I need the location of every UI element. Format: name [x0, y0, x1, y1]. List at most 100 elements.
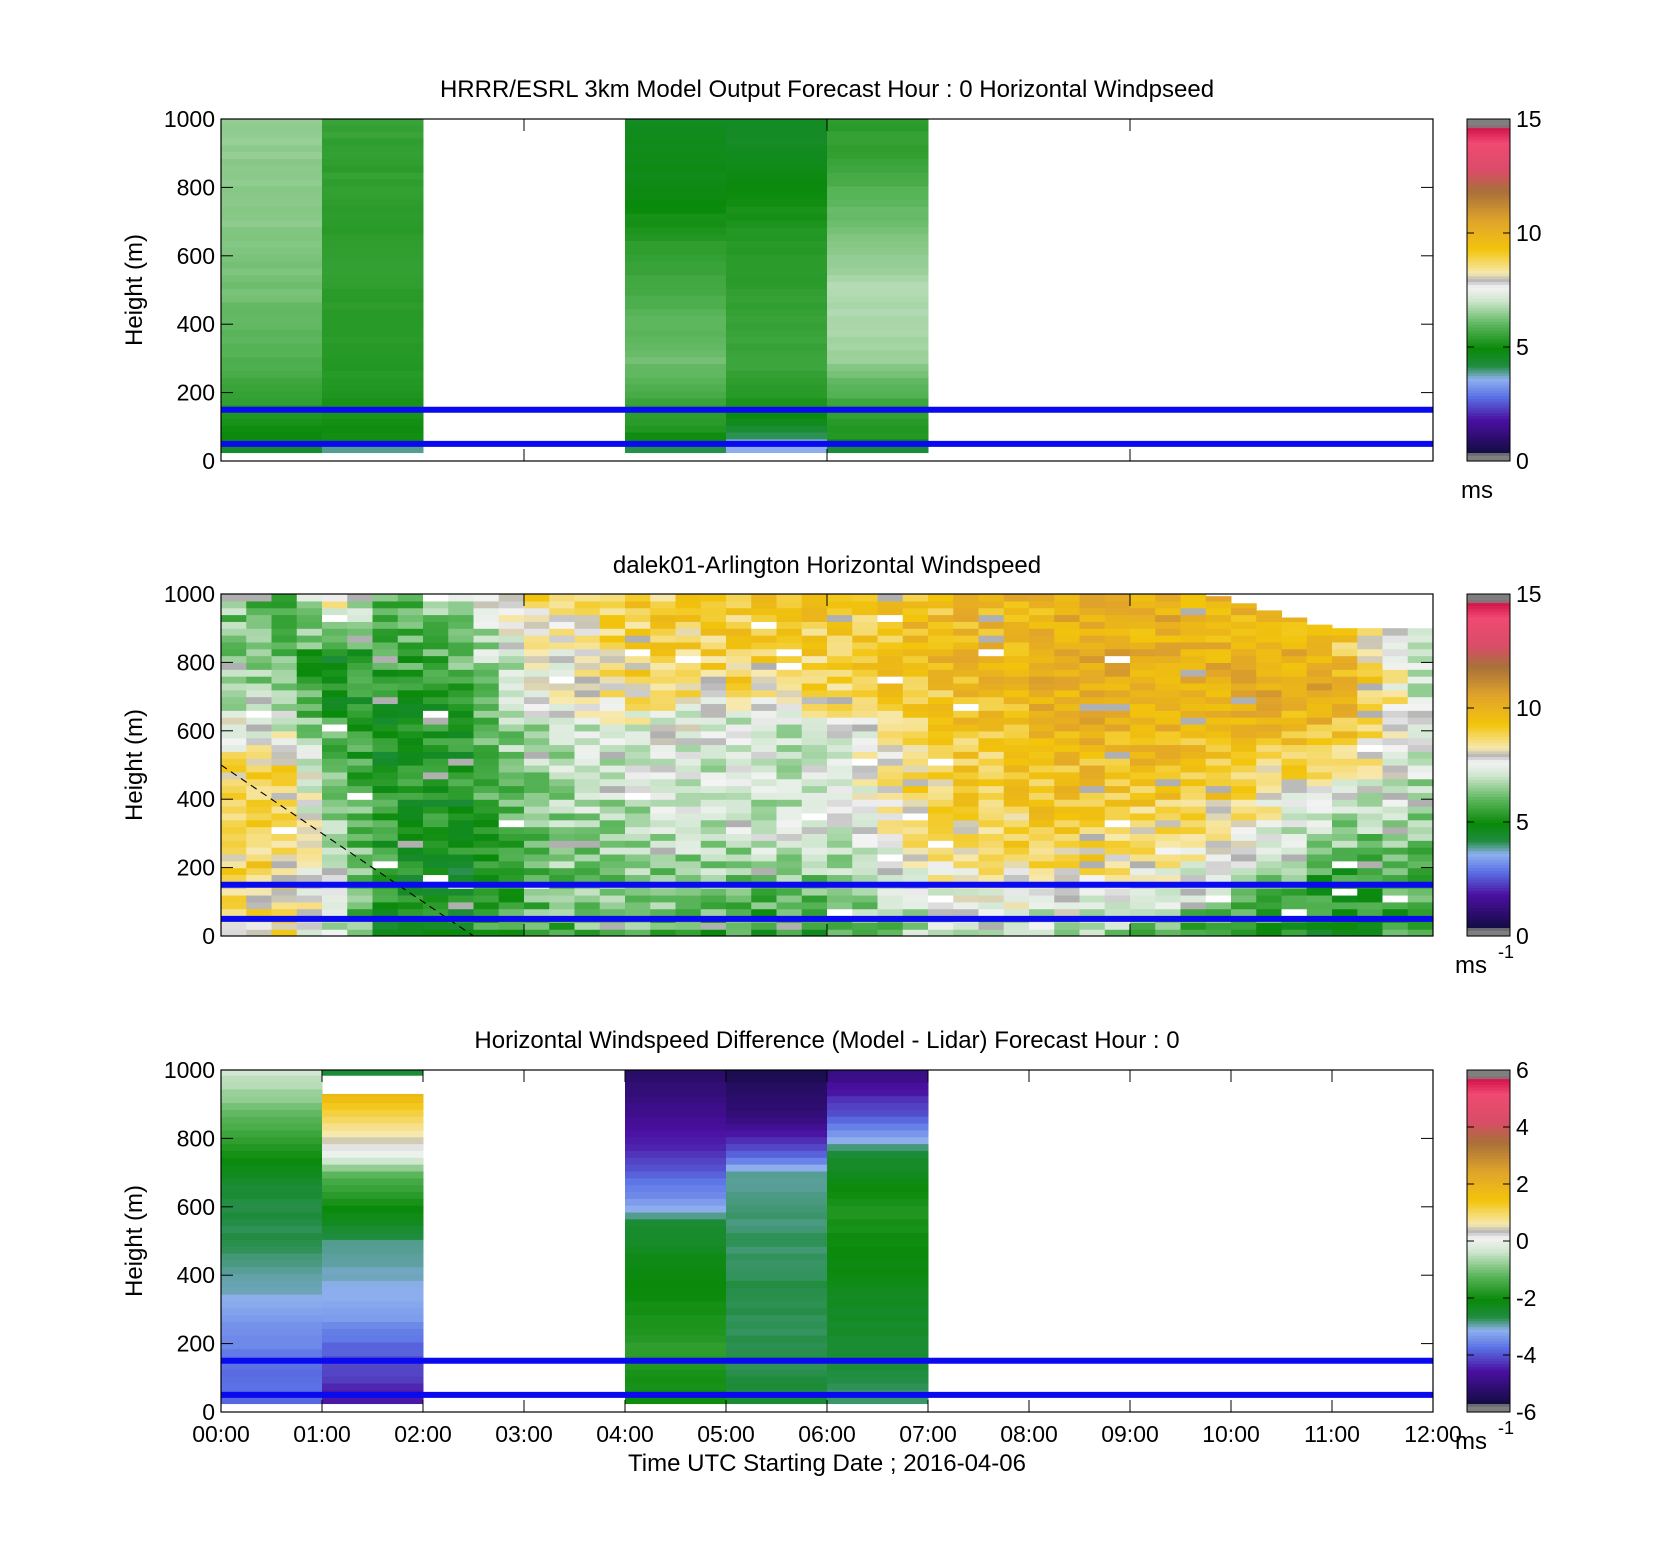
heatmap-cell: [1054, 792, 1080, 800]
heatmap-cell: [347, 730, 373, 739]
heatmap-cell: [675, 676, 702, 684]
colorbar-band: [1467, 272, 1510, 277]
heatmap-cell: [221, 1239, 323, 1247]
heatmap-cell: [549, 703, 575, 711]
colorbar-band: [1467, 1104, 1510, 1108]
heatmap-cell: [953, 826, 979, 834]
heatmap-cell: [549, 696, 575, 705]
heatmap-cell: [726, 635, 752, 643]
heatmap-cell: [1155, 819, 1181, 828]
heatmap-cell: [1029, 833, 1055, 841]
heatmap-cell: [1256, 682, 1282, 691]
heatmap-cell: [827, 1266, 929, 1275]
heatmap-cell: [700, 669, 727, 677]
heatmap-cell: [221, 124, 323, 132]
heatmap-cell: [524, 710, 550, 718]
heatmap-cell: [1054, 908, 1080, 917]
heatmap-cell: [827, 329, 929, 337]
heatmap-cell: [625, 267, 727, 276]
heatmap-cell: [524, 628, 550, 636]
heatmap-cell: [1029, 894, 1055, 903]
colorbar-band: [1467, 1409, 1510, 1413]
heatmap-cell: [675, 703, 702, 711]
heatmap-cell: [650, 621, 676, 629]
heatmap-cell: [1231, 689, 1257, 698]
colorbar-band: [1467, 161, 1510, 166]
heatmap-cell: [827, 178, 929, 187]
heatmap-cell: [827, 874, 853, 882]
heatmap-cell: [1155, 717, 1181, 725]
heatmap-cell: [625, 867, 651, 876]
heatmap-cell: [423, 723, 449, 732]
heatmap-cell: [852, 860, 878, 869]
heatmap-cell: [726, 137, 828, 146]
colorbar-band: [1467, 344, 1510, 348]
heatmap-cell: [322, 1232, 424, 1240]
heatmap-cell: [221, 812, 247, 821]
heatmap-cell: [1256, 860, 1282, 869]
heatmap-cell: [246, 922, 272, 930]
colorbar-band: [1467, 381, 1510, 385]
heatmap-cell: [1155, 901, 1181, 910]
heatmap-cell: [625, 1348, 727, 1357]
heatmap-cell: [1155, 594, 1181, 602]
heatmap-cell: [902, 771, 929, 780]
heatmap-cell: [625, 301, 727, 310]
heatmap-cell: [776, 901, 803, 910]
heatmap-cell: [1003, 723, 1030, 732]
heatmap-cell: [625, 363, 727, 371]
reference-lines: [221, 881, 1433, 922]
colorbar-band: [1467, 824, 1510, 829]
heatmap-cell: [1155, 826, 1181, 834]
heatmap-cell: [1079, 929, 1106, 936]
heatmap-cell: [473, 607, 500, 616]
heatmap-cell: [246, 833, 272, 841]
heatmap-cell: [650, 888, 676, 896]
heatmap-cell: [1357, 806, 1383, 814]
heatmap-cell: [1281, 840, 1308, 848]
heatmap-cell: [751, 600, 777, 609]
heatmap-cell: [877, 806, 904, 814]
heatmap-cell: [221, 418, 323, 426]
heatmap-cell: [1332, 929, 1358, 936]
heatmap-cell: [1079, 785, 1106, 793]
heatmap-cell: [372, 648, 399, 657]
heatmap-cell: [675, 847, 702, 855]
heatmap-cell: [524, 703, 550, 711]
heatmap-cell: [322, 901, 348, 910]
heatmap-cell: [271, 641, 298, 650]
heatmap-cell: [423, 867, 449, 876]
colorbar-band: [1467, 608, 1510, 612]
heatmap-cell: [1054, 689, 1080, 698]
colorbar-band: [1467, 227, 1510, 231]
colorbar-band: [1467, 366, 1510, 371]
heatmap-cell: [625, 744, 651, 752]
heatmap-cell: [1130, 689, 1156, 698]
heatmap-cell: [726, 1205, 828, 1213]
heatmap-cell: [246, 614, 272, 622]
heatmap-cell: [221, 908, 247, 917]
colorbar-band: [1467, 401, 1510, 405]
heatmap-cell: [928, 607, 954, 616]
heatmap-cell: [1231, 785, 1257, 793]
colorbar-band: [1467, 856, 1510, 860]
heatmap-cell: [726, 165, 828, 173]
heatmap-cell: [625, 806, 651, 814]
colorbar-band: [1467, 415, 1510, 419]
heatmap-cell: [498, 806, 525, 814]
heatmap-cell: [625, 737, 651, 746]
heatmap-cell: [852, 771, 878, 780]
heatmap-cell: [1029, 744, 1055, 752]
heatmap-cell: [625, 703, 651, 711]
heatmap-cell: [1003, 614, 1030, 622]
heatmap-cell: [221, 1102, 323, 1110]
heatmap-cell: [1155, 682, 1181, 691]
heatmap-cell: [322, 192, 424, 200]
heatmap-cell: [372, 662, 399, 670]
heatmap-cell: [1231, 603, 1257, 609]
heatmap-cell: [1104, 908, 1131, 917]
heatmap-cell: [675, 853, 702, 862]
heatmap-cell: [221, 1129, 323, 1138]
heatmap-cell: [221, 1218, 323, 1227]
heatmap-cell: [1155, 758, 1181, 766]
